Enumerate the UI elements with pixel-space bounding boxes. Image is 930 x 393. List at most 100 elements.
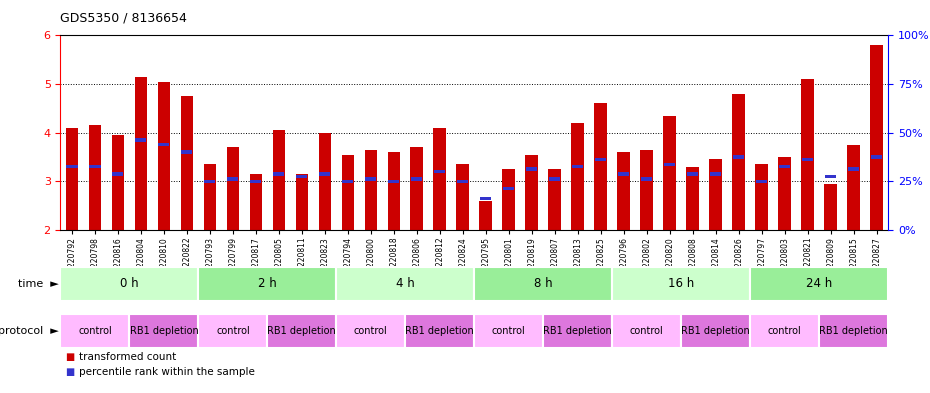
Text: RB1 depletion: RB1 depletion [819, 326, 888, 336]
Bar [273, 172, 285, 176]
Bar [249, 174, 262, 230]
Bar [870, 45, 883, 230]
Bar [158, 143, 169, 147]
Text: ■: ■ [65, 352, 74, 362]
Text: 8 h: 8 h [534, 277, 552, 290]
Text: 24 h: 24 h [806, 277, 832, 290]
Bar [181, 151, 193, 154]
Text: 16 h: 16 h [668, 277, 695, 290]
Bar [112, 135, 125, 230]
Bar [337, 267, 474, 301]
Bar [686, 167, 699, 230]
Bar [388, 180, 399, 183]
Bar [612, 314, 681, 348]
Bar [411, 177, 422, 180]
Bar [458, 180, 469, 183]
Text: control: control [768, 326, 802, 336]
Bar [434, 170, 445, 173]
Bar [687, 172, 698, 176]
Bar [733, 94, 745, 230]
Bar [136, 138, 147, 141]
Text: RB1 depletion: RB1 depletion [405, 326, 474, 336]
Text: control: control [78, 326, 112, 336]
Bar [819, 314, 888, 348]
Bar [129, 314, 198, 348]
Bar [60, 267, 198, 301]
Bar [778, 157, 791, 230]
Text: ■: ■ [65, 367, 74, 377]
Bar [60, 314, 129, 348]
Bar [341, 154, 354, 230]
Bar [641, 150, 653, 230]
Text: control: control [354, 326, 388, 336]
Bar [594, 103, 607, 230]
Bar [113, 172, 124, 176]
Bar [205, 180, 216, 183]
Bar [550, 177, 561, 180]
Bar [502, 169, 515, 230]
Bar [297, 175, 308, 178]
Bar [388, 152, 400, 230]
Bar [618, 172, 630, 176]
Text: 2 h: 2 h [258, 277, 277, 290]
Bar [779, 165, 790, 168]
Bar [571, 123, 584, 230]
Bar [848, 167, 859, 171]
Bar [457, 164, 469, 230]
Bar [549, 169, 561, 230]
Bar [871, 155, 883, 159]
Bar [342, 180, 353, 183]
Text: control: control [630, 326, 664, 336]
Bar [410, 147, 423, 230]
Text: 0 h: 0 h [120, 277, 139, 290]
Bar [198, 314, 268, 348]
Bar [365, 177, 377, 180]
Text: transformed count: transformed count [79, 352, 177, 362]
Bar [480, 196, 491, 200]
Bar [88, 125, 101, 230]
Text: RB1 depletion: RB1 depletion [543, 326, 612, 336]
Bar [272, 130, 286, 230]
Bar [480, 201, 492, 230]
Text: control: control [216, 326, 250, 336]
Bar [474, 314, 543, 348]
Bar [543, 314, 612, 348]
Text: protocol  ►: protocol ► [0, 326, 59, 336]
Bar [825, 175, 836, 178]
Bar [756, 180, 767, 183]
Bar [89, 165, 100, 168]
Text: control: control [492, 326, 525, 336]
Bar [66, 128, 78, 230]
Bar [847, 145, 860, 230]
Bar [751, 314, 819, 348]
Bar [135, 77, 147, 230]
Text: RB1 depletion: RB1 depletion [268, 326, 337, 336]
Text: RB1 depletion: RB1 depletion [682, 326, 751, 336]
Bar [365, 150, 378, 230]
Bar [641, 177, 652, 180]
Bar [681, 314, 751, 348]
Bar [751, 267, 888, 301]
Bar [66, 165, 77, 168]
Bar [802, 158, 813, 161]
Bar [733, 155, 744, 159]
Bar [157, 82, 170, 230]
Bar [227, 177, 238, 180]
Bar [663, 116, 676, 230]
Bar [204, 164, 216, 230]
Bar [711, 172, 722, 176]
Bar [824, 184, 837, 230]
Bar [618, 152, 630, 230]
Text: 4 h: 4 h [396, 277, 415, 290]
Bar [710, 160, 722, 230]
Bar [474, 267, 612, 301]
Bar [595, 158, 606, 161]
Bar [268, 314, 337, 348]
Text: time  ►: time ► [18, 279, 59, 289]
Bar [612, 267, 751, 301]
Bar [802, 79, 814, 230]
Bar [319, 172, 330, 176]
Bar [503, 187, 514, 190]
Bar [198, 267, 337, 301]
Text: RB1 depletion: RB1 depletion [129, 326, 198, 336]
